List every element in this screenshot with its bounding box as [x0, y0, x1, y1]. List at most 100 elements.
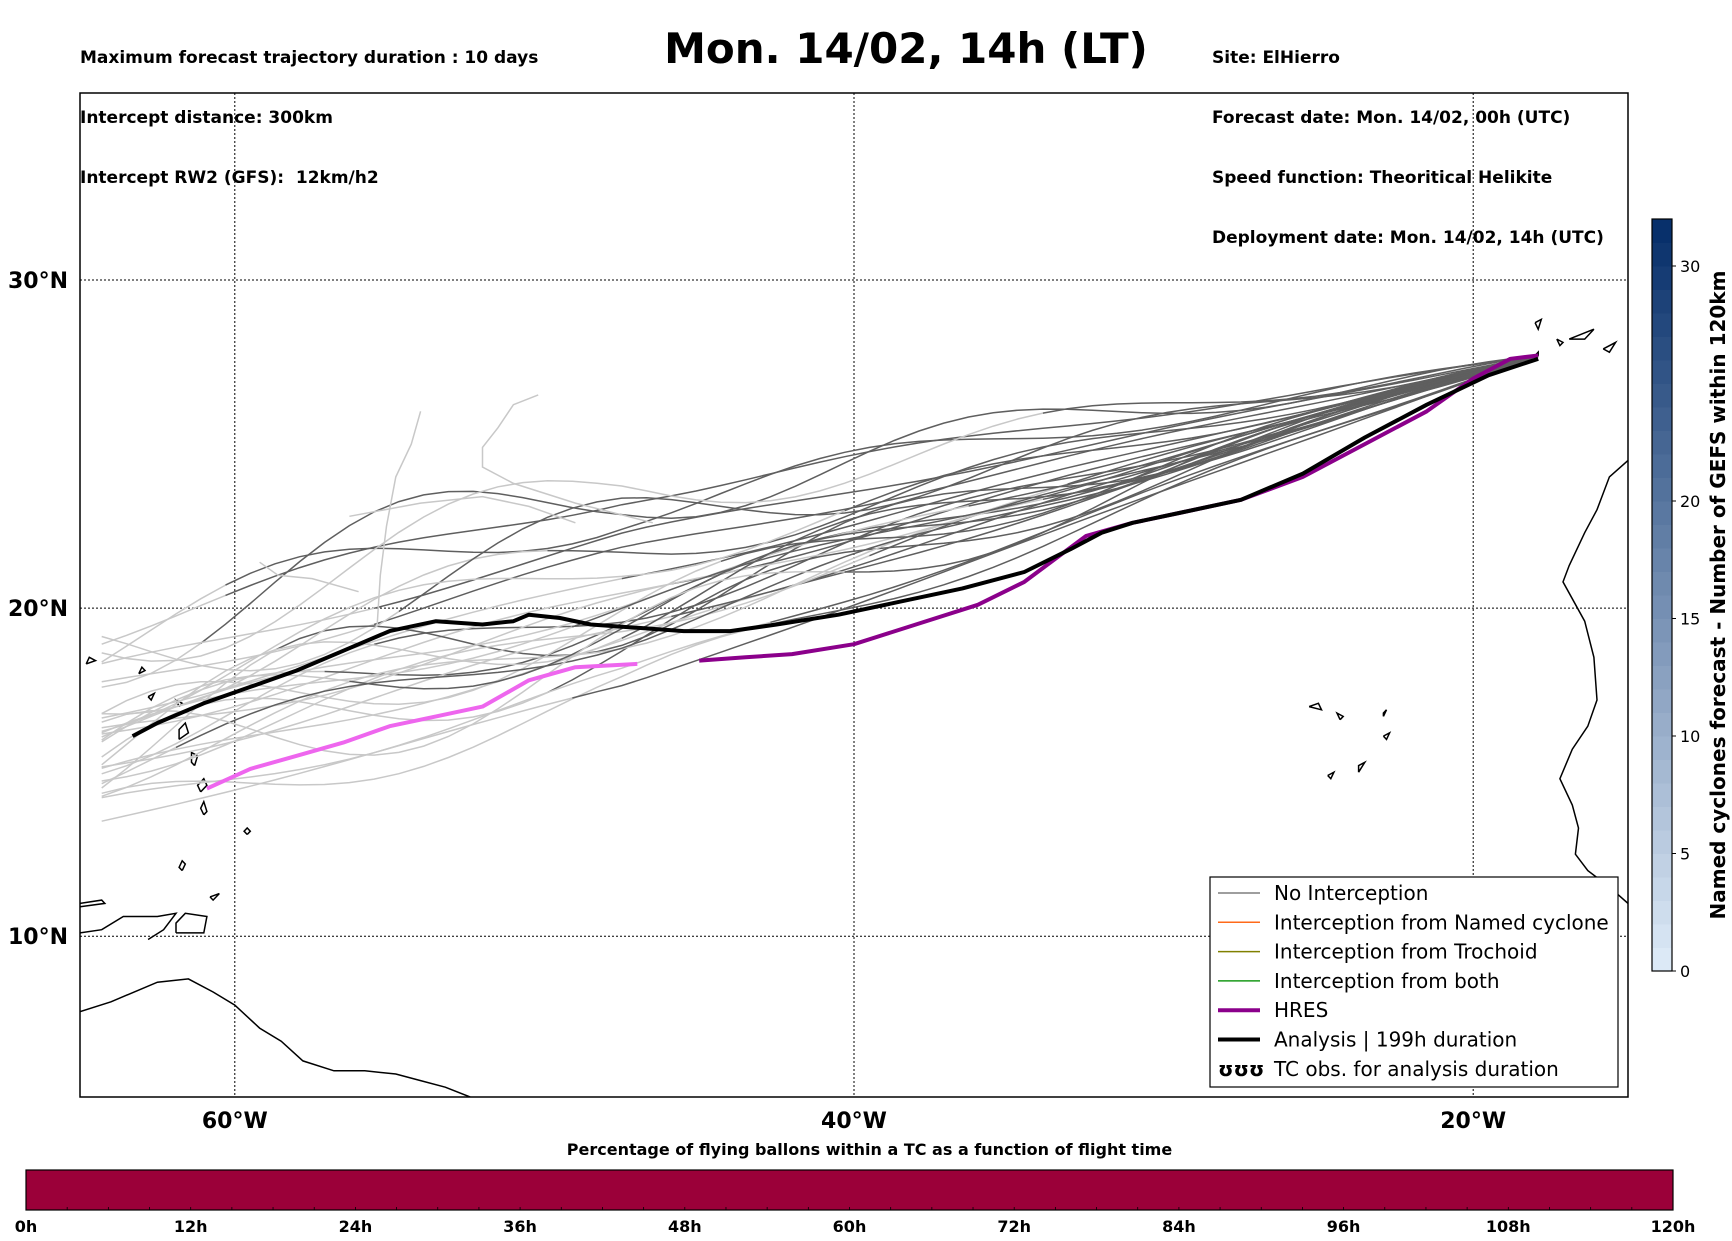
colorbar-step — [1652, 947, 1672, 972]
cyclone-colorbar: 0 5 10 15 20 30 Named cyclones forecast - Numb… — [1651, 218, 1730, 981]
tc-percentage-bar-fill — [25, 1169, 1674, 1211]
ensemble-trajectory — [175, 354, 1539, 749]
bar-tick-label: 72h — [997, 1217, 1031, 1236]
ensemble-trajectory — [373, 354, 1539, 626]
ensemble-trajectory — [373, 354, 1539, 610]
tc-percentage-bar: Percentage of flying ballons within a TC… — [15, 1140, 1696, 1236]
lon-label: 20°W — [1440, 1109, 1506, 1134]
ensemble-trajectory — [225, 354, 1539, 597]
legend-label: Interception from Named cyclone — [1274, 910, 1609, 934]
ensemble-trajectory-late — [101, 584, 226, 663]
colorbar-step — [1652, 806, 1672, 831]
colorbar-tick-label: 5 — [1680, 845, 1690, 864]
ensemble-trajectory-late — [101, 610, 400, 672]
bar-tick-label: 108h — [1486, 1217, 1531, 1236]
coastline — [1534, 317, 1543, 332]
colorbar-step — [1652, 407, 1672, 431]
legend-box — [1209, 876, 1619, 1088]
colorbar-step — [1652, 618, 1672, 643]
ensemble-trajectory — [572, 354, 1539, 699]
analysis-trajectory — [131, 356, 1539, 738]
speed-function-line: Speed function: Theoritical Helikite — [1212, 168, 1553, 188]
param-line: Maximum forecast trajectory duration : 1… — [80, 48, 539, 68]
coastline — [1602, 340, 1618, 354]
legend-label: Analysis | 199h duration — [1274, 1028, 1517, 1052]
colorbar-step — [1652, 454, 1672, 478]
colorbar-tick-label: 30 — [1680, 257, 1700, 276]
ensemble-trajectory-late — [101, 571, 845, 756]
ensemble-trajectory-late — [259, 561, 359, 593]
coastline — [196, 777, 208, 793]
colorbar-step — [1652, 853, 1672, 878]
coastline — [1308, 702, 1323, 711]
ensemble-trajectory-late — [376, 411, 422, 625]
coastline — [199, 799, 208, 816]
coastline — [190, 751, 199, 767]
colorbar-step — [1652, 477, 1672, 502]
coastline — [178, 721, 190, 741]
coastline — [1568, 328, 1595, 340]
bar-tick-label: 120h — [1651, 1217, 1696, 1236]
colorbar-step — [1652, 336, 1672, 361]
colorbar-step — [1652, 289, 1672, 314]
colorbar-step — [1652, 900, 1672, 925]
colorbar-step — [1652, 830, 1672, 854]
param-line: Intercept RW2 (GFS): 12km/h2 — [80, 168, 379, 188]
legend-label: No Interception — [1274, 881, 1428, 905]
coastline — [138, 665, 147, 675]
colorbar-step — [1652, 736, 1672, 760]
longitude-labels: 60°W 40°W 20°W — [202, 1109, 1506, 1134]
coastline — [209, 892, 220, 902]
ensemble-trajectory-late — [101, 643, 375, 775]
page-title: Mon. 14/02, 14h (LT) — [664, 24, 1148, 73]
ensemble-trajectory-late — [101, 746, 177, 785]
bar-tick-label: 84h — [1162, 1217, 1196, 1236]
legend-label: HRES — [1274, 998, 1328, 1022]
legend-label: TC obs. for analysis duration — [1273, 1057, 1559, 1081]
ensemble-trajectory-late — [101, 555, 870, 782]
ensemble-trajectories — [101, 354, 1539, 822]
colorbar-step — [1652, 430, 1672, 455]
colorbar-step — [1652, 642, 1672, 666]
colorbar-tick-label: 15 — [1680, 610, 1700, 629]
coastline — [1335, 711, 1345, 721]
colorbar-step — [1652, 595, 1672, 619]
colorbar-step — [1652, 360, 1672, 384]
ensemble-trajectory-late — [101, 594, 226, 645]
coastline — [175, 912, 208, 934]
coastline — [1382, 731, 1392, 741]
hres-trajectory-late — [206, 661, 638, 791]
ensemble-trajectory-late — [101, 577, 622, 719]
ensemble-trajectory-late — [349, 495, 576, 524]
colorbar-step — [1652, 924, 1672, 948]
coastline — [80, 899, 107, 908]
coastline — [85, 656, 98, 665]
lat-label: 10°N — [8, 925, 68, 950]
coastline — [243, 826, 252, 836]
ensemble-trajectory — [349, 354, 1539, 690]
ensemble-trajectory — [844, 354, 1539, 573]
colorbar-step — [1652, 571, 1672, 596]
legend-label: Interception from both — [1274, 969, 1500, 993]
coastline — [1556, 338, 1565, 347]
param-line: Intercept distance: 300km — [80, 108, 333, 128]
coastline — [80, 978, 471, 1097]
ensemble-trajectory — [844, 354, 1539, 512]
ensemble-trajectory-late — [101, 483, 1068, 729]
colorbar-step — [1652, 383, 1672, 408]
coastline — [178, 859, 187, 872]
lon-label: 40°W — [821, 1109, 887, 1134]
bar-tick-label: 60h — [833, 1217, 867, 1236]
colorbar-tick-label: 10 — [1680, 727, 1700, 746]
coastline — [1327, 770, 1336, 780]
colorbar-title: Named cyclones forecast - Number of GEFS… — [1706, 271, 1730, 920]
site-line: Site: ElHierro — [1212, 48, 1340, 68]
main-trajectories — [131, 353, 1539, 791]
coastline — [80, 912, 178, 941]
ensemble-trajectory-late — [101, 674, 350, 741]
ensemble-trajectory-late — [101, 510, 845, 733]
colorbar-step — [1652, 524, 1672, 549]
colorbar-step — [1652, 877, 1672, 901]
lat-label: 30°N — [8, 269, 68, 294]
ensemble-trajectory — [770, 354, 1539, 624]
